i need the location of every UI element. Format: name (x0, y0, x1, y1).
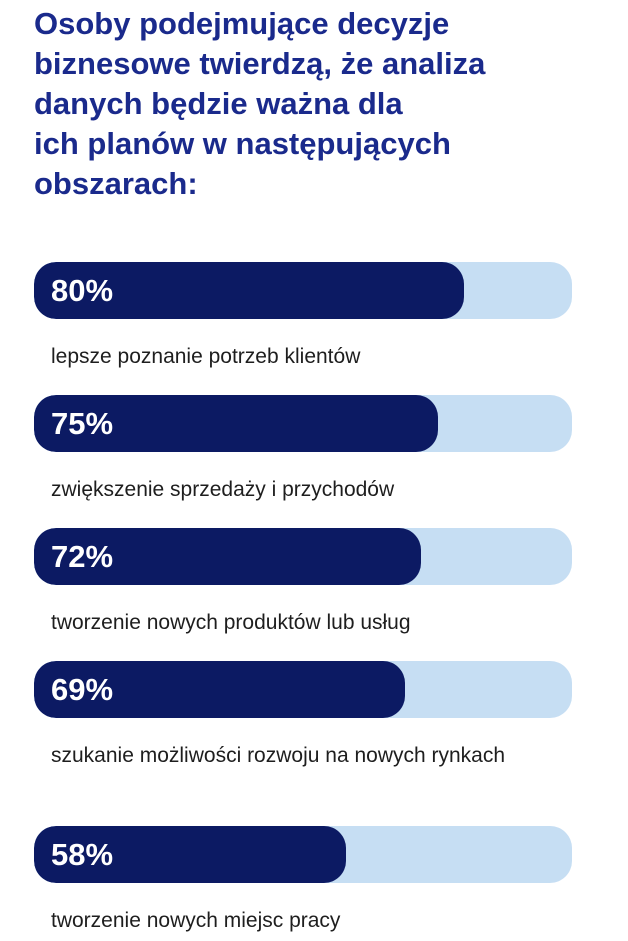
bar-track: 75% (34, 395, 572, 452)
chart-title: Osoby podejmujące decyzje biznesowe twie… (34, 6, 486, 201)
bar-track: 72% (34, 528, 572, 585)
bar-item-1: 80% lepsze poznanie potrzeb klientów (34, 262, 572, 373)
bar-fill (34, 262, 464, 319)
bar-fill (34, 395, 438, 452)
bar-category-label: tworzenie nowych produktów lub usług (51, 611, 411, 634)
bar-category-label: tworzenie nowych miejsc pracy (51, 909, 341, 932)
bar-value-label: 69% (51, 672, 114, 707)
bar-item-2: 75% zwiększenie sprzedaży i przychodów (34, 395, 572, 506)
bar-fill (34, 661, 405, 718)
bar-fill (34, 826, 346, 883)
bar-track: 80% (34, 262, 572, 319)
bar-track: 69% (34, 661, 572, 718)
bar-item-5: 58% tworzenie nowych miejsc pracy (34, 826, 572, 937)
bar-value-label: 58% (51, 837, 114, 872)
bar-item-3: 72% tworzenie nowych produktów lub usług (34, 528, 572, 639)
bar-fill (34, 528, 421, 585)
bar-value-label: 75% (51, 406, 114, 441)
bar-item-4: 69% szukanie możliwości rozwoju na nowyc… (34, 661, 572, 772)
bar-category-label: lepsze poznanie potrzeb klientów (51, 345, 361, 368)
bar-value-label: 72% (51, 539, 114, 574)
bar-value-label: 80% (51, 273, 114, 308)
bar-category-label: zwiększenie sprzedaży i przychodów (51, 478, 395, 501)
bar-category-label: szukanie możliwości rozwoju na nowych ry… (51, 744, 506, 767)
bar-track: 58% (34, 826, 572, 883)
